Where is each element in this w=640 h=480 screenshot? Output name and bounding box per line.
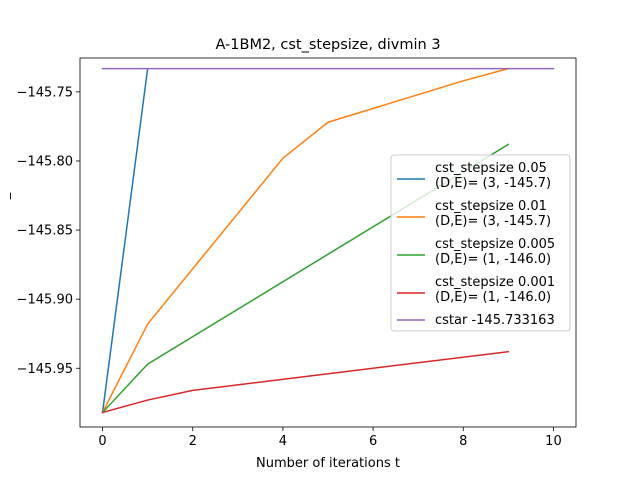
y-tick-label: −145.80 <box>17 154 73 169</box>
series-line-3 <box>101 143 510 414</box>
legend-label-2: cst_stepsize 0.01 (D,E)= (3, -145.7) <box>435 199 551 229</box>
x-tick-label: 4 <box>279 434 287 449</box>
y-tick-label: −145.85 <box>17 224 73 239</box>
x-axis: 0 2 4 6 8 10 <box>98 427 562 449</box>
legend-label-3: cst_stepsize 0.005 (D,E)= (1, -146.0) <box>435 237 555 267</box>
y-tick-label: −145.75 <box>17 85 73 100</box>
x-tick-label: 6 <box>369 434 377 449</box>
series-line-2 <box>101 67 510 414</box>
legend-label-1: cst_stepsize 0.05 (D,E)= (3, -145.7) <box>435 161 551 191</box>
x-tick-label: 2 <box>189 434 197 449</box>
x-tick-label: 8 <box>459 434 467 449</box>
legend-label-4: cst_stepsize 0.001 (D,E)= (1, -146.0) <box>435 275 555 305</box>
chart-title: A-1BM2, cst_stepsize, divmin 3 <box>215 37 440 53</box>
legend-box <box>390 154 571 332</box>
series-line-4 <box>101 350 510 414</box>
y-tick-label: −145.95 <box>17 362 73 377</box>
series-layer <box>101 67 555 414</box>
x-tick-label: 0 <box>98 434 106 449</box>
axes-frame <box>79 57 577 428</box>
y-axis: −145.95 −145.90 −145.85 −145.80 −145.75 <box>17 85 80 377</box>
y-axis-label: _ <box>0 192 12 200</box>
x-tick-label: 10 <box>545 434 562 449</box>
y-tick-label: −145.90 <box>17 293 73 308</box>
x-axis-label: Number of iterations t <box>256 456 400 471</box>
legend: cst_stepsize 0.05 (D,E)= (3, -145.7) cst_s… <box>390 154 571 332</box>
series-line-1 <box>101 67 149 414</box>
legend-label-5: cstar -145.733163 <box>435 313 555 328</box>
